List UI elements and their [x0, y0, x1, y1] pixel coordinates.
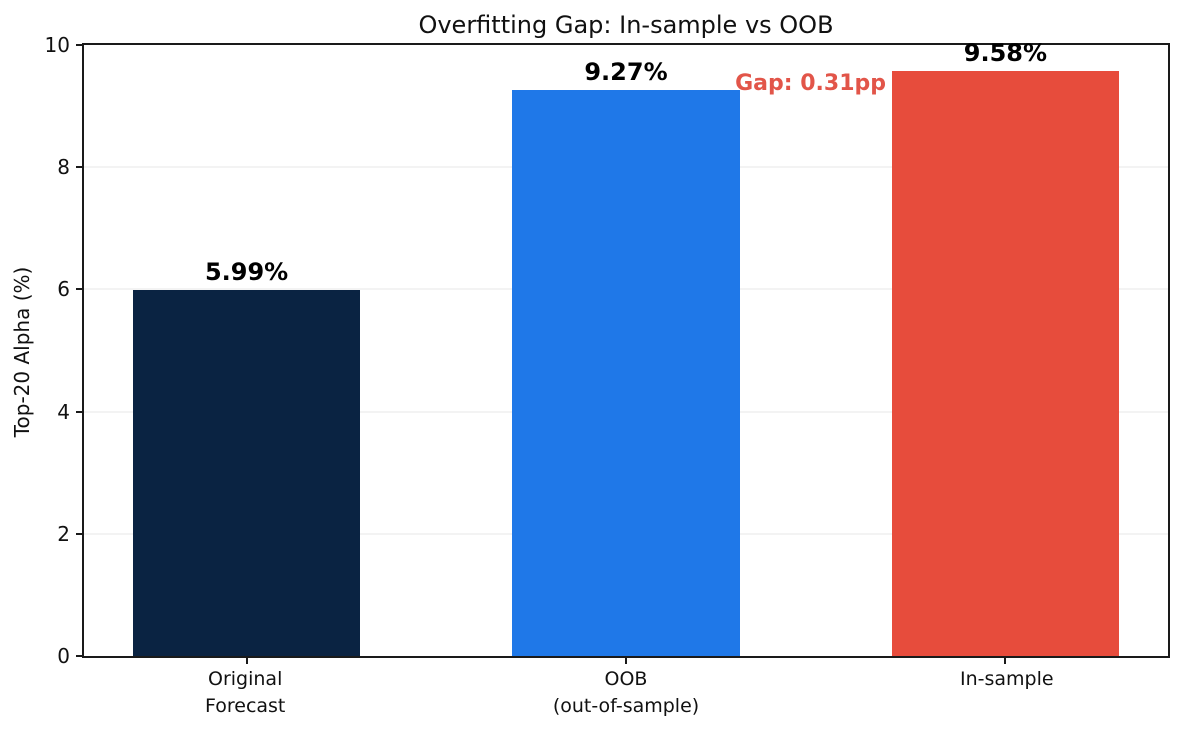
y-tick-label-0: 0 [57, 644, 70, 668]
bar-1: 9.27% [512, 58, 740, 656]
y-tick-mark-10 [76, 44, 82, 46]
bar-value-label-0: 5.99% [204, 258, 289, 287]
x-tick-mark-1 [625, 658, 627, 664]
x-tick-mark-2 [1004, 658, 1007, 664]
x-tick-label-1: OOB (out-of-sample) [552, 668, 700, 717]
y-tick-label-8: 8 [57, 155, 70, 180]
y-tick-mark-4 [76, 410, 82, 413]
y-tick-label-6: 6 [57, 277, 70, 302]
x-tick-label-0: Original Forecast [204, 668, 286, 717]
x-axis-tick-labels: Original Forecast OOB (out-of-sample) In-s… [82, 666, 1170, 726]
y-tick-mark-2 [76, 532, 82, 535]
bar-value-label-1: 9.27% [584, 57, 668, 86]
bar-2: 9.58% [891, 39, 1120, 656]
y-tick-label-2: 2 [57, 521, 70, 546]
y-axis-tick-labels: 0 2 4 6 8 10 [0, 35, 70, 666]
y-tick-label-4: 4 [57, 399, 70, 424]
x-tick-mark-0 [245, 658, 248, 664]
bar-0: 5.99% [132, 258, 361, 656]
y-tick-mark-6 [76, 288, 82, 291]
y-tick-mark-0 [76, 655, 82, 657]
y-tick-mark-8 [76, 166, 82, 169]
plot-area: Gap: 0.31pp 5.99% 9.27% 9.58% [76, 39, 1170, 664]
y-tick-label-10: 10 [44, 33, 70, 57]
bar-value-label-2: 9.58% [963, 38, 1048, 67]
chart-title: Overfitting Gap: In-sample vs OOB [418, 11, 834, 39]
x-tick-label-2: In-sample [960, 668, 1054, 690]
gap-annotation: Gap: 0.31pp [735, 71, 886, 96]
